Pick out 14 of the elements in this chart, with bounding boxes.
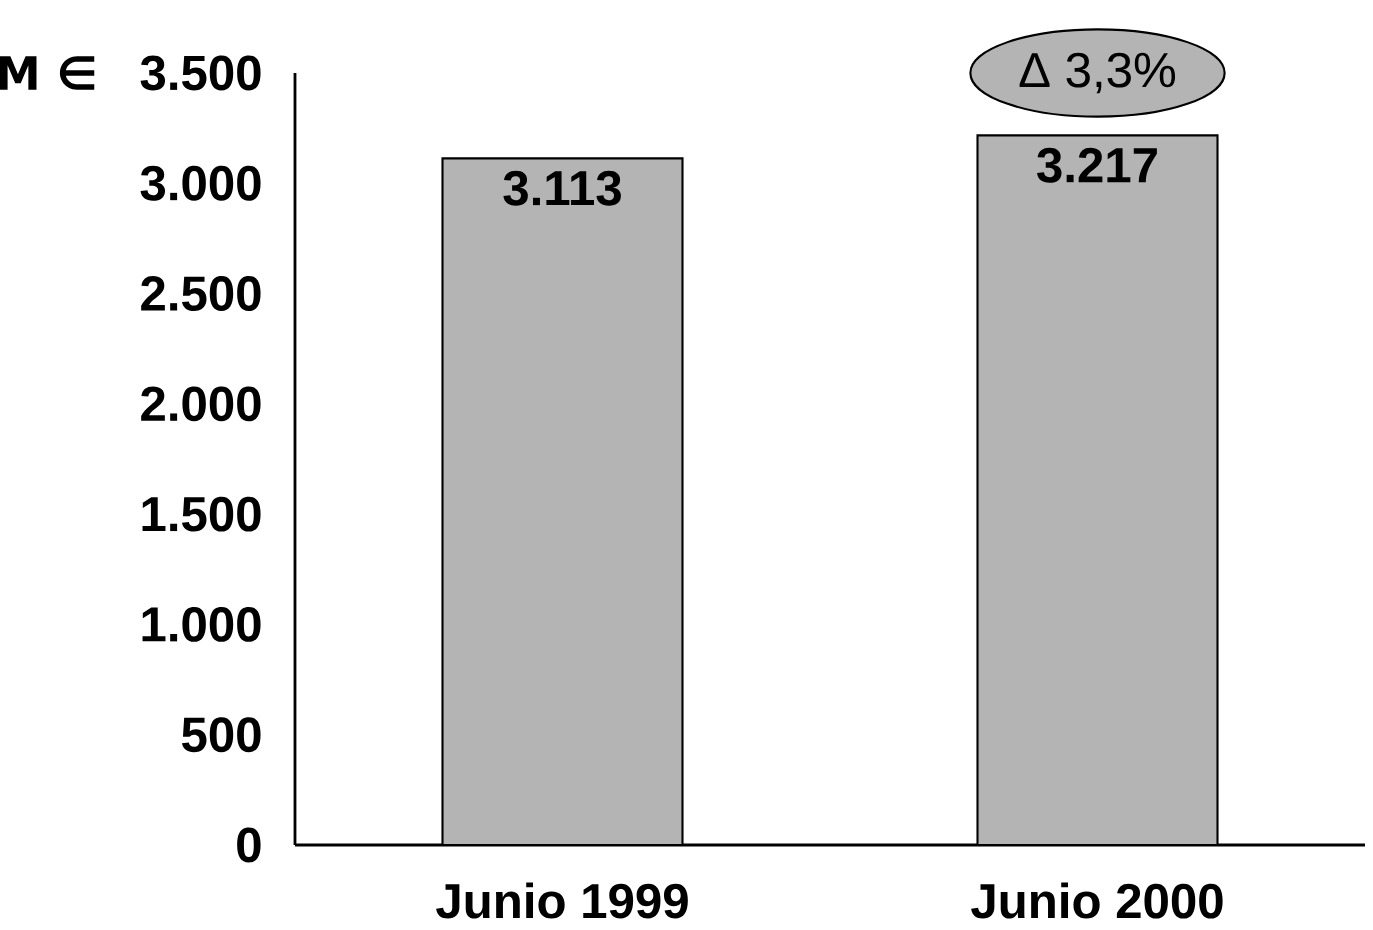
y-tick-label: 2.000: [141, 386, 261, 422]
y-tick-label: 3.000: [140, 165, 261, 201]
y-axis-title: M ∈: [0, 56, 95, 90]
x-tick-label: Junio 1999: [436, 882, 688, 919]
y-tick-label: 0: [237, 827, 261, 863]
y-tick-label: 1.500: [142, 496, 261, 532]
y-tick-label: 2.500: [141, 276, 261, 311]
y-tick-label: 500: [181, 717, 261, 753]
x-tick-label: Junio 2000: [971, 882, 1223, 919]
data-label: 3.217: [1037, 147, 1157, 183]
y-tick-label: 1.000: [142, 606, 261, 642]
data-label: 3.113: [503, 170, 621, 206]
y-tick-label: 3.500: [140, 55, 261, 91]
annotation: Δ 3,3%: [1019, 52, 1176, 94]
